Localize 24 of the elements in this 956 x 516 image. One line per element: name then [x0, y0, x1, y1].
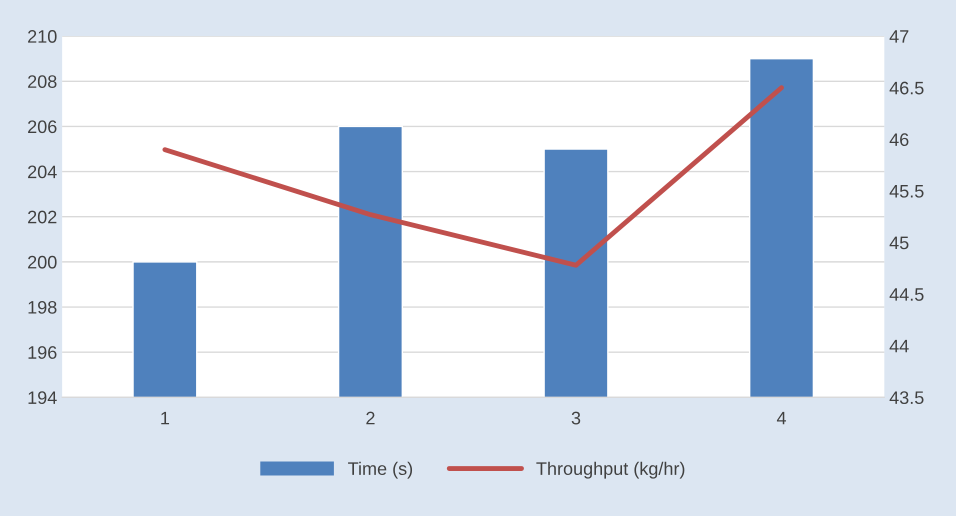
line-series — [162, 85, 784, 268]
y-tick-label: 210 — [28, 30, 57, 43]
x-tick-label: 3 — [572, 412, 580, 424]
y-tick-label: 194 — [28, 391, 57, 404]
y-tick-label: 198 — [28, 300, 56, 314]
legend-label: Throughput (kg/hr) — [536, 462, 684, 479]
y-tick-label: 202 — [28, 210, 56, 224]
x-tick-label: 4 — [776, 412, 786, 424]
y2-tick-label: 45.5 — [890, 185, 924, 198]
y2-tick-label: 46.5 — [890, 82, 924, 94]
y2-tick-label: 45 — [890, 236, 908, 250]
y-tick-label: 204 — [28, 166, 57, 178]
legend-label: Time (s) — [348, 462, 412, 479]
y2-tick-label: 47 — [890, 30, 908, 43]
y-tick-label: 200 — [28, 256, 57, 269]
y-tick-label: 208 — [28, 75, 56, 88]
y2-tick-label: 46 — [890, 133, 908, 146]
y2-tick-label: 44.5 — [890, 288, 924, 301]
x-tick-label: 2 — [366, 412, 375, 424]
y2-tick-label: 43.5 — [890, 391, 924, 404]
y-tick-label: 196 — [28, 346, 56, 359]
x-tick-label: 1 — [161, 412, 170, 424]
y2-tick-label: 44 — [890, 340, 909, 352]
y-tick-label: 206 — [28, 120, 56, 134]
